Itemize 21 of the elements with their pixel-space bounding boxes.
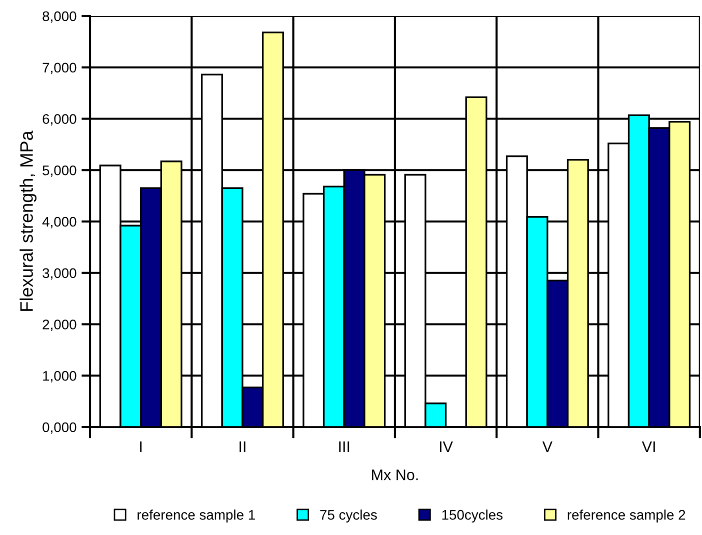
x-tick-label: V	[542, 441, 552, 452]
y-tick-label: 3,000	[42, 268, 76, 280]
y-axis-title: Flexural strength, MPa	[20, 130, 36, 311]
x-tick-label: III	[339, 441, 350, 452]
y-tick-label: 8,000	[42, 11, 76, 23]
legend-label: reference sample 2	[568, 510, 686, 522]
y-tick-label: 7,000	[42, 62, 76, 74]
x-tick-label: I	[140, 441, 142, 452]
legend-label: reference sample 1	[138, 510, 255, 522]
y-tick-label: 2,000	[42, 320, 76, 332]
y-tick-label: 0,000	[42, 422, 76, 434]
legend-label: 75 cycles	[320, 510, 377, 522]
y-tick-label: 4,000	[42, 216, 76, 228]
y-tick-label: 1,000	[43, 370, 76, 382]
legend-label: 150cycles	[442, 510, 503, 522]
x-tick-label: VI	[642, 441, 655, 452]
x-tick-label: II	[240, 441, 246, 452]
x-tick-label: IV	[440, 441, 453, 452]
y-tick-label: 5,000	[42, 165, 76, 177]
x-axis-title: Mx No.	[372, 470, 418, 480]
y-tick-label: 6,000	[42, 114, 76, 126]
